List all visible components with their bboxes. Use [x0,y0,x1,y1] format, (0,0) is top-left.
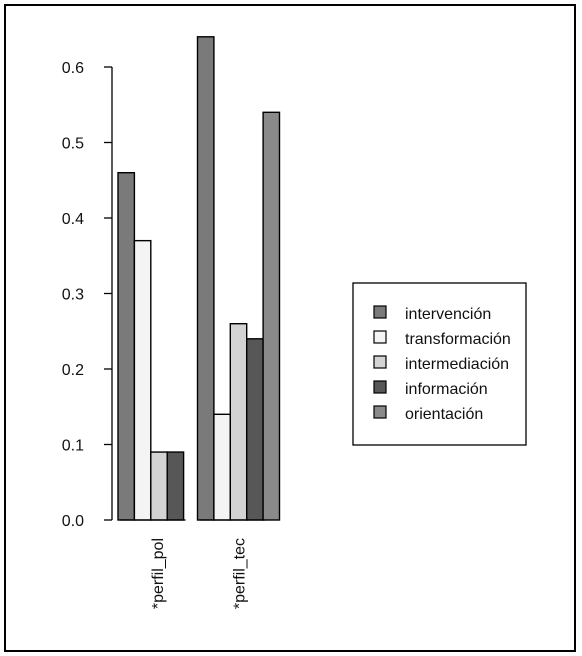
x-category-label: *perfil_pol [150,538,167,609]
y-tick-label: 0.1 [62,438,84,455]
y-tick-label: 0.4 [62,211,84,228]
legend-label: información [405,381,488,398]
y-tick-label: 0.0 [62,513,84,530]
legend-swatch [373,355,387,369]
bars-group [117,36,281,521]
y-tick-label: 0.3 [62,287,84,304]
bar-perfil-pol-series-2 [150,451,168,521]
legend-swatch [373,380,387,394]
legend-label: intervención [405,306,491,323]
bar-perfil-pol-series-0 [117,171,136,521]
legend-label: transformación [405,331,511,348]
legend-label: orientación [405,406,483,423]
bar-perfil-pol-series-1 [133,239,152,521]
y-tick-label: 0.2 [62,362,84,379]
legend: intervención transformación intermediación… [352,282,527,446]
legend-label: intermediación [405,356,509,373]
bar-perfil-pol-series-3 [166,451,185,521]
legend-swatch [373,330,387,344]
legend-swatch [373,305,387,319]
y-tick-label: 0.5 [62,136,84,153]
y-tick-label: 0.6 [62,60,84,77]
legend-swatch [373,405,387,419]
x-axis: *perfil_pol *perfil_tec [120,519,266,609]
bar-perfil-tec-series-2 [229,323,248,521]
x-category-label: *perfil_tec [232,538,249,609]
y-axis: 0.0 0.1 0.2 0.3 0.4 0.5 0.6 [62,60,113,530]
bar-perfil-tec-series-3 [245,338,264,521]
bar-perfil-tec-series-4 [262,111,281,521]
bar-perfil-tec-series-0 [196,36,215,521]
bar-perfil-tec-series-1 [213,413,231,521]
